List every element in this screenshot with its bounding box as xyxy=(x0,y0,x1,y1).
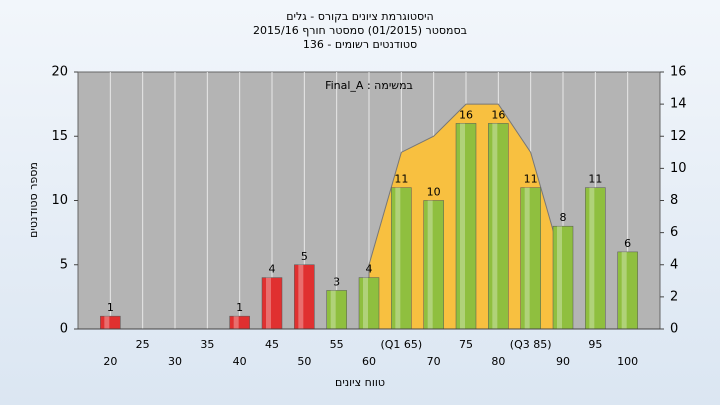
bar-shine xyxy=(298,264,304,329)
data-label: 1 xyxy=(107,301,114,314)
bar xyxy=(326,290,347,330)
y2-tick-label: 10 xyxy=(670,161,687,176)
y-axis-label: מספר סטודנטים xyxy=(27,162,40,238)
bar-shine xyxy=(330,290,336,329)
bar-shine xyxy=(524,187,530,329)
y2-tick-label: 16 xyxy=(670,65,687,80)
chart-subtitle: סטודנטים רשומים - 136 xyxy=(303,38,417,51)
x-tick-label: 80 xyxy=(491,355,505,368)
x-tick-label: 30 xyxy=(168,355,182,368)
y2-tick-label: 12 xyxy=(670,129,687,144)
data-label: 11 xyxy=(524,173,538,186)
x-tick-label: (Q1 65) xyxy=(380,338,422,351)
bar-shine xyxy=(363,277,368,329)
bar xyxy=(229,315,250,330)
data-label: 4 xyxy=(366,263,373,276)
bar xyxy=(552,225,574,330)
annotation: Final_A : במשימה xyxy=(325,79,413,92)
x-tick-label: 50 xyxy=(297,355,311,368)
bar xyxy=(617,251,638,330)
bar xyxy=(261,277,283,330)
bar-shine xyxy=(104,316,110,329)
x-tick-label: 20 xyxy=(103,355,117,368)
bar xyxy=(294,264,315,330)
data-label: 1 xyxy=(236,301,243,314)
data-label: 5 xyxy=(301,250,308,263)
chart-subtitle: בסמסטר (01/2015) סמסטר חורף 2015/16 xyxy=(253,24,467,37)
y-tick-label: 20 xyxy=(51,65,68,80)
x-tick-label: 25 xyxy=(136,338,150,351)
x-tick-label: 60 xyxy=(362,355,376,368)
data-label: 16 xyxy=(491,108,505,121)
x-tick-label: 35 xyxy=(200,338,214,351)
y2-tick-label: 6 xyxy=(670,225,678,240)
x-tick-label: 45 xyxy=(265,338,279,351)
x-tick-label: 40 xyxy=(233,355,247,368)
x-tick-label: 90 xyxy=(556,355,570,368)
bar-shine xyxy=(266,277,271,329)
bar xyxy=(358,277,380,330)
bar xyxy=(100,315,121,330)
y2-tick-label: 8 xyxy=(670,193,678,208)
bar xyxy=(455,123,477,330)
bar-shine xyxy=(492,123,498,330)
data-label: 4 xyxy=(269,263,276,276)
data-label: 16 xyxy=(459,108,473,121)
chart-title: היסטוגרמת ציונים בקורס - גלים xyxy=(286,10,434,23)
y2-tick-label: 4 xyxy=(670,257,678,272)
bar-shine xyxy=(621,251,627,329)
x-tick-label: (Q3 85) xyxy=(510,338,552,351)
bar-shine xyxy=(427,200,433,329)
data-label: 8 xyxy=(560,211,567,224)
bar-shine xyxy=(233,316,239,329)
bar-shine xyxy=(460,123,465,330)
x-tick-label: 100 xyxy=(617,355,638,368)
y2-tick-label: 2 xyxy=(670,289,678,304)
y-tick-label: 5 xyxy=(60,257,68,272)
data-label: 10 xyxy=(427,186,441,199)
x-axis-label: טווח ציונים xyxy=(335,376,385,389)
data-label: 11 xyxy=(394,173,408,186)
x-tick-label: 95 xyxy=(588,338,602,351)
x-tick-label: 70 xyxy=(427,355,441,368)
bar-shine xyxy=(557,226,562,329)
bar xyxy=(423,200,444,330)
data-label: 6 xyxy=(624,237,631,250)
data-label: 11 xyxy=(588,173,602,186)
y2-tick-label: 14 xyxy=(670,97,687,112)
x-tick-label: 55 xyxy=(330,338,344,351)
bar-shine xyxy=(589,187,595,329)
y-tick-label: 10 xyxy=(51,193,68,208)
x-tick-label: 75 xyxy=(459,338,473,351)
bar xyxy=(585,187,606,330)
bar-shine xyxy=(395,187,401,329)
bar xyxy=(391,187,412,330)
y-tick-label: 15 xyxy=(51,129,68,144)
bar xyxy=(520,187,541,330)
y2-tick-label: 0 xyxy=(670,322,678,337)
data-label: 3 xyxy=(333,275,340,288)
y-tick-label: 0 xyxy=(60,322,68,337)
bar xyxy=(488,123,509,330)
